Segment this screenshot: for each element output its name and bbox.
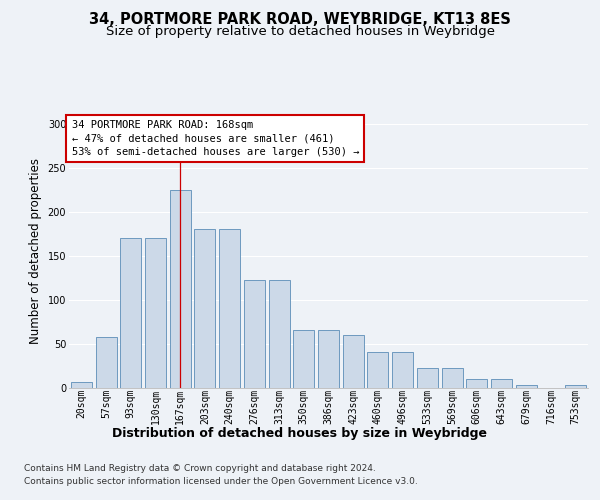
Bar	[145, 238, 166, 388]
Bar	[367, 352, 388, 388]
Bar	[565, 385, 586, 388]
Bar	[95, 338, 116, 388]
Bar	[71, 382, 92, 388]
Text: Contains public sector information licensed under the Open Government Licence v3: Contains public sector information licen…	[24, 477, 418, 486]
Bar	[491, 378, 512, 388]
Text: Distribution of detached houses by size in Weybridge: Distribution of detached houses by size …	[113, 428, 487, 440]
Bar	[244, 280, 265, 388]
Bar	[343, 335, 364, 388]
Bar	[219, 230, 240, 388]
Text: 34 PORTMORE PARK ROAD: 168sqm
← 47% of detached houses are smaller (461)
53% of : 34 PORTMORE PARK ROAD: 168sqm ← 47% of d…	[71, 120, 359, 157]
Bar	[516, 385, 537, 388]
Bar	[442, 368, 463, 388]
Text: 34, PORTMORE PARK ROAD, WEYBRIDGE, KT13 8ES: 34, PORTMORE PARK ROAD, WEYBRIDGE, KT13 …	[89, 12, 511, 28]
Text: Contains HM Land Registry data © Crown copyright and database right 2024.: Contains HM Land Registry data © Crown c…	[24, 464, 376, 473]
Bar	[170, 190, 191, 388]
Bar	[120, 238, 141, 388]
Text: Size of property relative to detached houses in Weybridge: Size of property relative to detached ho…	[106, 25, 494, 38]
Bar	[318, 330, 339, 388]
Bar	[392, 352, 413, 388]
Bar	[269, 280, 290, 388]
Bar	[417, 368, 438, 388]
Bar	[466, 378, 487, 388]
Y-axis label: Number of detached properties: Number of detached properties	[29, 158, 42, 344]
Bar	[293, 330, 314, 388]
Bar	[194, 230, 215, 388]
